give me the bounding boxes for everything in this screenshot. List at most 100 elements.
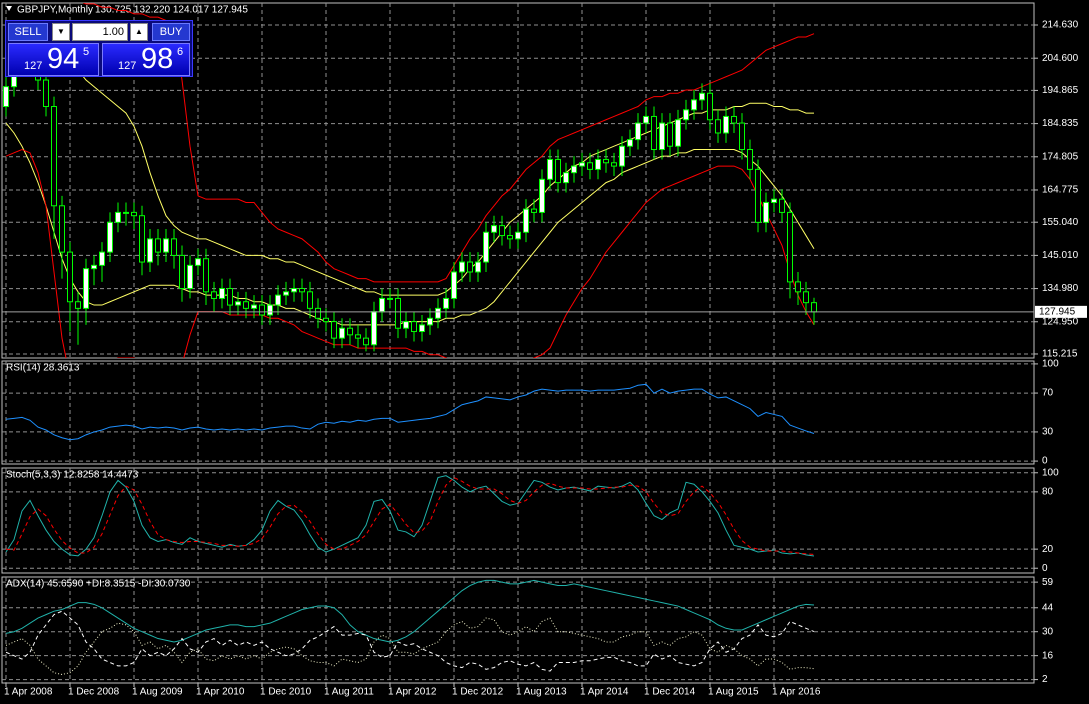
candle-body bbox=[3, 86, 9, 108]
y-tick-label: 134.980 bbox=[1042, 283, 1079, 294]
candle-body bbox=[235, 301, 241, 306]
candle-body bbox=[171, 238, 177, 256]
candle-body bbox=[339, 327, 345, 339]
candle-body bbox=[603, 158, 609, 164]
candle-body bbox=[387, 297, 393, 300]
y-tick-label: 30 bbox=[1042, 427, 1054, 438]
indicator-line bbox=[5, 475, 815, 557]
candle-body bbox=[155, 238, 161, 253]
candle-body bbox=[747, 149, 753, 170]
candle-body bbox=[403, 321, 409, 329]
candle-body bbox=[283, 291, 289, 296]
y-tick-label: 70 bbox=[1042, 388, 1054, 399]
last-price-label: 127.945 bbox=[1039, 306, 1076, 317]
candle-body bbox=[555, 158, 561, 184]
candle-body bbox=[707, 92, 713, 121]
candle-body bbox=[195, 258, 201, 266]
indicator-line bbox=[82, 3, 815, 283]
candle-body bbox=[611, 162, 617, 167]
candle-body bbox=[699, 92, 705, 101]
candle-body bbox=[659, 122, 665, 151]
indicator-line bbox=[5, 122, 815, 326]
y-tick-label: 124.950 bbox=[1042, 316, 1079, 327]
candle-body bbox=[811, 302, 817, 313]
y-tick-label: 204.600 bbox=[1042, 53, 1079, 64]
candle-body bbox=[291, 288, 297, 293]
buy-button[interactable]: BUY bbox=[152, 23, 190, 41]
candle-body bbox=[739, 122, 745, 151]
x-tick-label: 1 Aug 2011 bbox=[324, 687, 374, 698]
lot-decrease[interactable]: ▼ bbox=[52, 23, 70, 41]
x-tick-label: 1 Dec 2014 bbox=[644, 687, 696, 698]
bid-price[interactable]: 127 94 5 bbox=[8, 43, 99, 76]
candle-body bbox=[323, 317, 329, 323]
y-tick-label: 0 bbox=[1042, 456, 1048, 467]
ask-main: 98 bbox=[141, 43, 174, 75]
y-tick-label: 16 bbox=[1042, 650, 1054, 661]
candle-body bbox=[331, 321, 337, 339]
candle-body bbox=[251, 304, 257, 309]
bid-pip: 5 bbox=[83, 46, 90, 58]
y-tick-label: 2 bbox=[1042, 674, 1048, 685]
x-tick-label: 1 Dec 2008 bbox=[68, 687, 120, 698]
candle-body bbox=[755, 168, 761, 223]
y-tick-label: 115.215 bbox=[1042, 349, 1078, 360]
y-tick-label: 30 bbox=[1042, 626, 1054, 637]
candle-body bbox=[91, 264, 97, 270]
sell-button[interactable]: SELL bbox=[8, 23, 48, 41]
lot-increase[interactable]: ▲ bbox=[130, 23, 148, 41]
last-price-box bbox=[1035, 305, 1087, 318]
candle-body bbox=[99, 251, 105, 266]
candle-body bbox=[715, 119, 721, 134]
candle-body bbox=[643, 115, 649, 124]
candle-body bbox=[75, 301, 81, 309]
candle-body bbox=[43, 79, 49, 108]
y-tick-label: 184.835 bbox=[1042, 118, 1079, 129]
plot-area bbox=[5, 475, 815, 557]
candle-body bbox=[219, 288, 225, 299]
candle-body bbox=[571, 165, 577, 174]
candle-body bbox=[579, 162, 585, 167]
candle-body bbox=[211, 291, 217, 299]
x-tick-label: 1 Dec 2010 bbox=[260, 687, 312, 698]
candle-body bbox=[667, 122, 673, 147]
indicator-line bbox=[5, 579, 815, 643]
lot-input[interactable]: 1.00 bbox=[72, 23, 128, 41]
ask-prefix: 127 bbox=[118, 60, 137, 72]
candle-body bbox=[771, 198, 777, 203]
x-tick-label: 1 Aug 2015 bbox=[708, 687, 759, 698]
indicator-line bbox=[5, 617, 815, 675]
candle-body bbox=[347, 327, 353, 336]
candle-body bbox=[435, 307, 441, 319]
ask-pip: 6 bbox=[177, 46, 184, 58]
candle-body bbox=[315, 307, 321, 319]
candle-body bbox=[539, 178, 545, 213]
candle-body bbox=[651, 115, 657, 151]
candle-body bbox=[267, 304, 273, 316]
candle-body bbox=[467, 261, 473, 273]
candle-body bbox=[355, 334, 361, 339]
candle-body bbox=[635, 122, 641, 141]
candle-body bbox=[363, 337, 369, 346]
trade-panel: SELL ▼ 1.00 ▲ BUY 127 94 5 127 98 6 bbox=[5, 20, 193, 77]
y-tick-label: 174.805 bbox=[1042, 151, 1079, 162]
candle-body bbox=[803, 291, 809, 304]
candle-body bbox=[83, 268, 89, 309]
bid-prefix: 127 bbox=[24, 60, 43, 72]
candle-body bbox=[187, 264, 193, 290]
candle-body bbox=[587, 162, 593, 170]
candle-body bbox=[203, 258, 209, 293]
ask-price[interactable]: 127 98 6 bbox=[102, 43, 190, 76]
indicator-line bbox=[5, 610, 815, 672]
x-tick-label: 1 Apr 2010 bbox=[196, 687, 245, 698]
candle-body bbox=[227, 288, 233, 306]
plot-area bbox=[3, 3, 817, 358]
candle-body bbox=[443, 297, 449, 309]
plot-area bbox=[5, 579, 815, 675]
candle-body bbox=[51, 106, 57, 207]
y-tick-label: 214.630 bbox=[1042, 20, 1079, 31]
candle-body bbox=[395, 297, 401, 329]
candle-body bbox=[731, 115, 737, 124]
y-tick-label: 100 bbox=[1042, 467, 1059, 478]
